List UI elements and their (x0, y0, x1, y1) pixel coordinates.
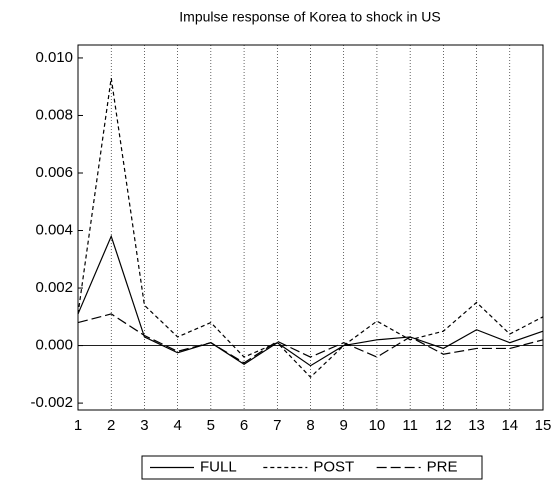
legend-label: FULL (200, 458, 237, 475)
y-tick-label: 0.006 (35, 164, 73, 181)
y-tick-label: -0.002 (30, 394, 73, 411)
plot-frame (77, 44, 544, 411)
x-tick-label: 12 (435, 417, 452, 434)
series-line (77, 234, 544, 367)
y-tick-label: 0.004 (35, 221, 73, 238)
x-tick-label: 6 (240, 417, 248, 434)
x-tick-label: 10 (369, 417, 386, 434)
y-tick-label: 0.010 (35, 49, 73, 66)
x-tick-label: 11 (402, 417, 418, 434)
x-tick-label: 4 (173, 417, 181, 434)
x-tick-label: 3 (140, 417, 148, 434)
x-tick-label: 9 (340, 417, 348, 434)
series-line (77, 313, 544, 364)
x-tick-label: 7 (273, 417, 281, 434)
y-tick-label: 0.008 (35, 106, 73, 123)
y-tick-label: 0.000 (35, 337, 73, 354)
x-tick-label: 8 (306, 417, 314, 434)
y-tick-label: 0.002 (35, 279, 73, 296)
x-tick-label: 5 (207, 417, 215, 434)
x-tick-label: 14 (501, 417, 518, 434)
series-line (77, 77, 544, 379)
x-tick-label: 15 (535, 417, 552, 434)
x-tick-label: 1 (74, 417, 82, 434)
legend-label: POST (313, 458, 354, 475)
x-tick-label: 2 (107, 417, 115, 434)
legend-box (141, 455, 483, 480)
legend-label: PRE (427, 458, 458, 475)
chart-title: Impulse response of Korea to shock in US (179, 9, 440, 25)
x-tick-label: 13 (468, 417, 485, 434)
